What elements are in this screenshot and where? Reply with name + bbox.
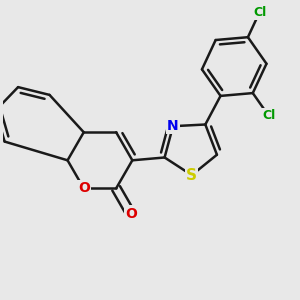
Text: S: S <box>186 168 197 183</box>
Text: O: O <box>78 182 90 195</box>
Text: Cl: Cl <box>253 6 266 19</box>
Text: N: N <box>167 119 179 133</box>
Text: O: O <box>125 207 137 220</box>
Text: Cl: Cl <box>262 109 275 122</box>
